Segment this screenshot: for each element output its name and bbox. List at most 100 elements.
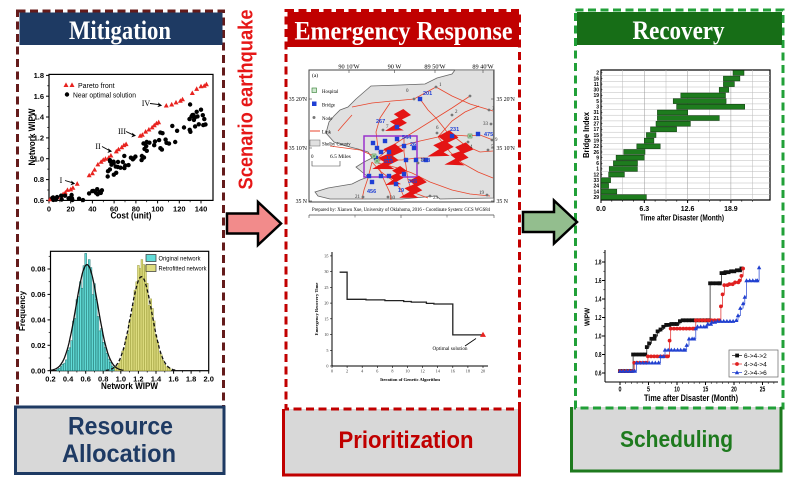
svg-text:0.8: 0.8 [595, 350, 602, 359]
svg-text:0.6: 0.6 [595, 369, 602, 378]
svg-text:0.04: 0.04 [31, 316, 46, 325]
svg-text:4: 4 [361, 369, 364, 374]
svg-text:10: 10 [324, 332, 328, 337]
svg-text:Time after Disaster (Month): Time after Disaster (Month) [644, 393, 738, 403]
svg-text:60: 60 [110, 204, 118, 213]
svg-text:1.6: 1.6 [168, 375, 178, 384]
svg-text:15: 15 [593, 133, 599, 139]
svg-text:35: 35 [324, 253, 328, 258]
svg-text:544: 544 [402, 135, 412, 141]
svg-text:0.6: 0.6 [34, 196, 44, 205]
svg-text:1.4: 1.4 [595, 295, 602, 304]
svg-text:3: 3 [596, 105, 599, 111]
svg-text:15: 15 [703, 385, 709, 394]
svg-text:35 N: 35 N [497, 199, 509, 205]
svg-text:Recovery: Recovery [633, 16, 725, 45]
svg-text:17: 17 [593, 127, 599, 133]
svg-text:18.9: 18.9 [724, 206, 738, 213]
svg-text:13: 13 [420, 158, 426, 163]
svg-text:456: 456 [367, 189, 376, 195]
svg-text:20: 20 [67, 204, 75, 213]
svg-text:1.4: 1.4 [151, 375, 162, 384]
svg-text:29: 29 [593, 195, 599, 201]
svg-text:89 40'W: 89 40'W [472, 64, 493, 71]
svg-text:100: 100 [151, 204, 164, 213]
svg-text:Shelby County: Shelby County [322, 143, 351, 148]
svg-text:8: 8 [391, 369, 393, 374]
svg-text:16: 16 [593, 76, 599, 82]
svg-text:35 10'N: 35 10'N [497, 146, 516, 152]
svg-text:Emergency Recovery Time: Emergency Recovery Time [314, 283, 319, 336]
svg-text:4->4->4: 4->4->4 [744, 362, 767, 369]
svg-text:0: 0 [331, 369, 333, 374]
svg-text:0.0: 0.0 [596, 206, 606, 213]
svg-text:20: 20 [731, 385, 737, 394]
svg-text:12: 12 [593, 172, 599, 178]
svg-text:Link: Link [322, 131, 332, 136]
svg-text:1.6: 1.6 [595, 276, 602, 285]
svg-text:0.00: 0.00 [31, 366, 46, 375]
svg-text:14: 14 [593, 189, 599, 195]
svg-text:25: 25 [324, 285, 328, 290]
svg-text:31: 31 [593, 110, 599, 116]
svg-text:6: 6 [596, 161, 599, 167]
svg-text:35 20'N: 35 20'N [497, 97, 516, 103]
svg-text:24: 24 [593, 184, 599, 190]
svg-text:4: 4 [470, 145, 473, 150]
svg-text:0.4: 0.4 [63, 375, 74, 384]
svg-text:80: 80 [132, 204, 140, 213]
svg-text:1.4: 1.4 [34, 113, 45, 122]
svg-text:III: III [118, 127, 126, 136]
svg-text:7: 7 [386, 125, 389, 130]
svg-text:25: 25 [760, 385, 766, 394]
svg-text:0.8: 0.8 [34, 175, 44, 184]
svg-text:30: 30 [390, 196, 396, 201]
svg-text:Original network: Original network [159, 256, 202, 263]
svg-text:II: II [95, 142, 101, 151]
svg-text:475: 475 [484, 132, 493, 138]
svg-text:20: 20 [481, 369, 485, 374]
svg-text:2: 2 [455, 110, 458, 115]
svg-text:6.5 Miles: 6.5 Miles [330, 154, 351, 160]
svg-text:89 50'W: 89 50'W [424, 64, 445, 71]
svg-text:Network WIPW: Network WIPW [101, 381, 158, 391]
svg-text:5: 5 [647, 385, 650, 394]
svg-text:515: 515 [384, 159, 393, 165]
svg-text:Mitigation: Mitigation [69, 16, 171, 45]
svg-text:345: 345 [408, 179, 417, 185]
svg-text:0.2: 0.2 [45, 375, 55, 384]
svg-text:18: 18 [466, 369, 470, 374]
svg-text:1.8: 1.8 [595, 258, 602, 267]
svg-text:15: 15 [324, 316, 328, 321]
svg-text:12: 12 [421, 369, 425, 374]
svg-text:Network WIPW: Network WIPW [27, 108, 37, 165]
svg-text:0.02: 0.02 [31, 341, 46, 350]
svg-text:Scenario earthquake: Scenario earthquake [236, 10, 258, 190]
svg-text:201: 201 [423, 91, 432, 97]
svg-text:6: 6 [436, 126, 439, 131]
svg-text:26: 26 [410, 142, 416, 148]
svg-text:12.6: 12.6 [681, 206, 695, 213]
svg-text:Prioritization: Prioritization [339, 427, 474, 454]
svg-text:1.6: 1.6 [34, 92, 44, 101]
svg-text:5: 5 [326, 348, 328, 353]
svg-text:9: 9 [495, 138, 498, 143]
svg-text:0.8: 0.8 [98, 375, 108, 384]
svg-text:5: 5 [491, 145, 494, 150]
svg-text:1.0: 1.0 [595, 332, 602, 341]
svg-text:1: 1 [596, 167, 599, 173]
svg-text:120: 120 [173, 204, 186, 213]
svg-text:Near optimal solution: Near optimal solution [73, 93, 136, 100]
svg-text:1: 1 [439, 83, 442, 88]
svg-text:1.2: 1.2 [595, 313, 602, 322]
svg-text:27: 27 [593, 122, 599, 128]
svg-text:90 10'W: 90 10'W [338, 64, 359, 71]
svg-text:0.6: 0.6 [80, 375, 90, 384]
svg-text:Hospital: Hospital [322, 90, 339, 95]
svg-text:19: 19 [593, 93, 599, 99]
svg-text:1.2: 1.2 [34, 134, 44, 143]
svg-text:6: 6 [376, 369, 378, 374]
svg-text:2.0: 2.0 [203, 375, 213, 384]
svg-text:19: 19 [593, 139, 599, 145]
svg-text:I: I [60, 176, 63, 185]
